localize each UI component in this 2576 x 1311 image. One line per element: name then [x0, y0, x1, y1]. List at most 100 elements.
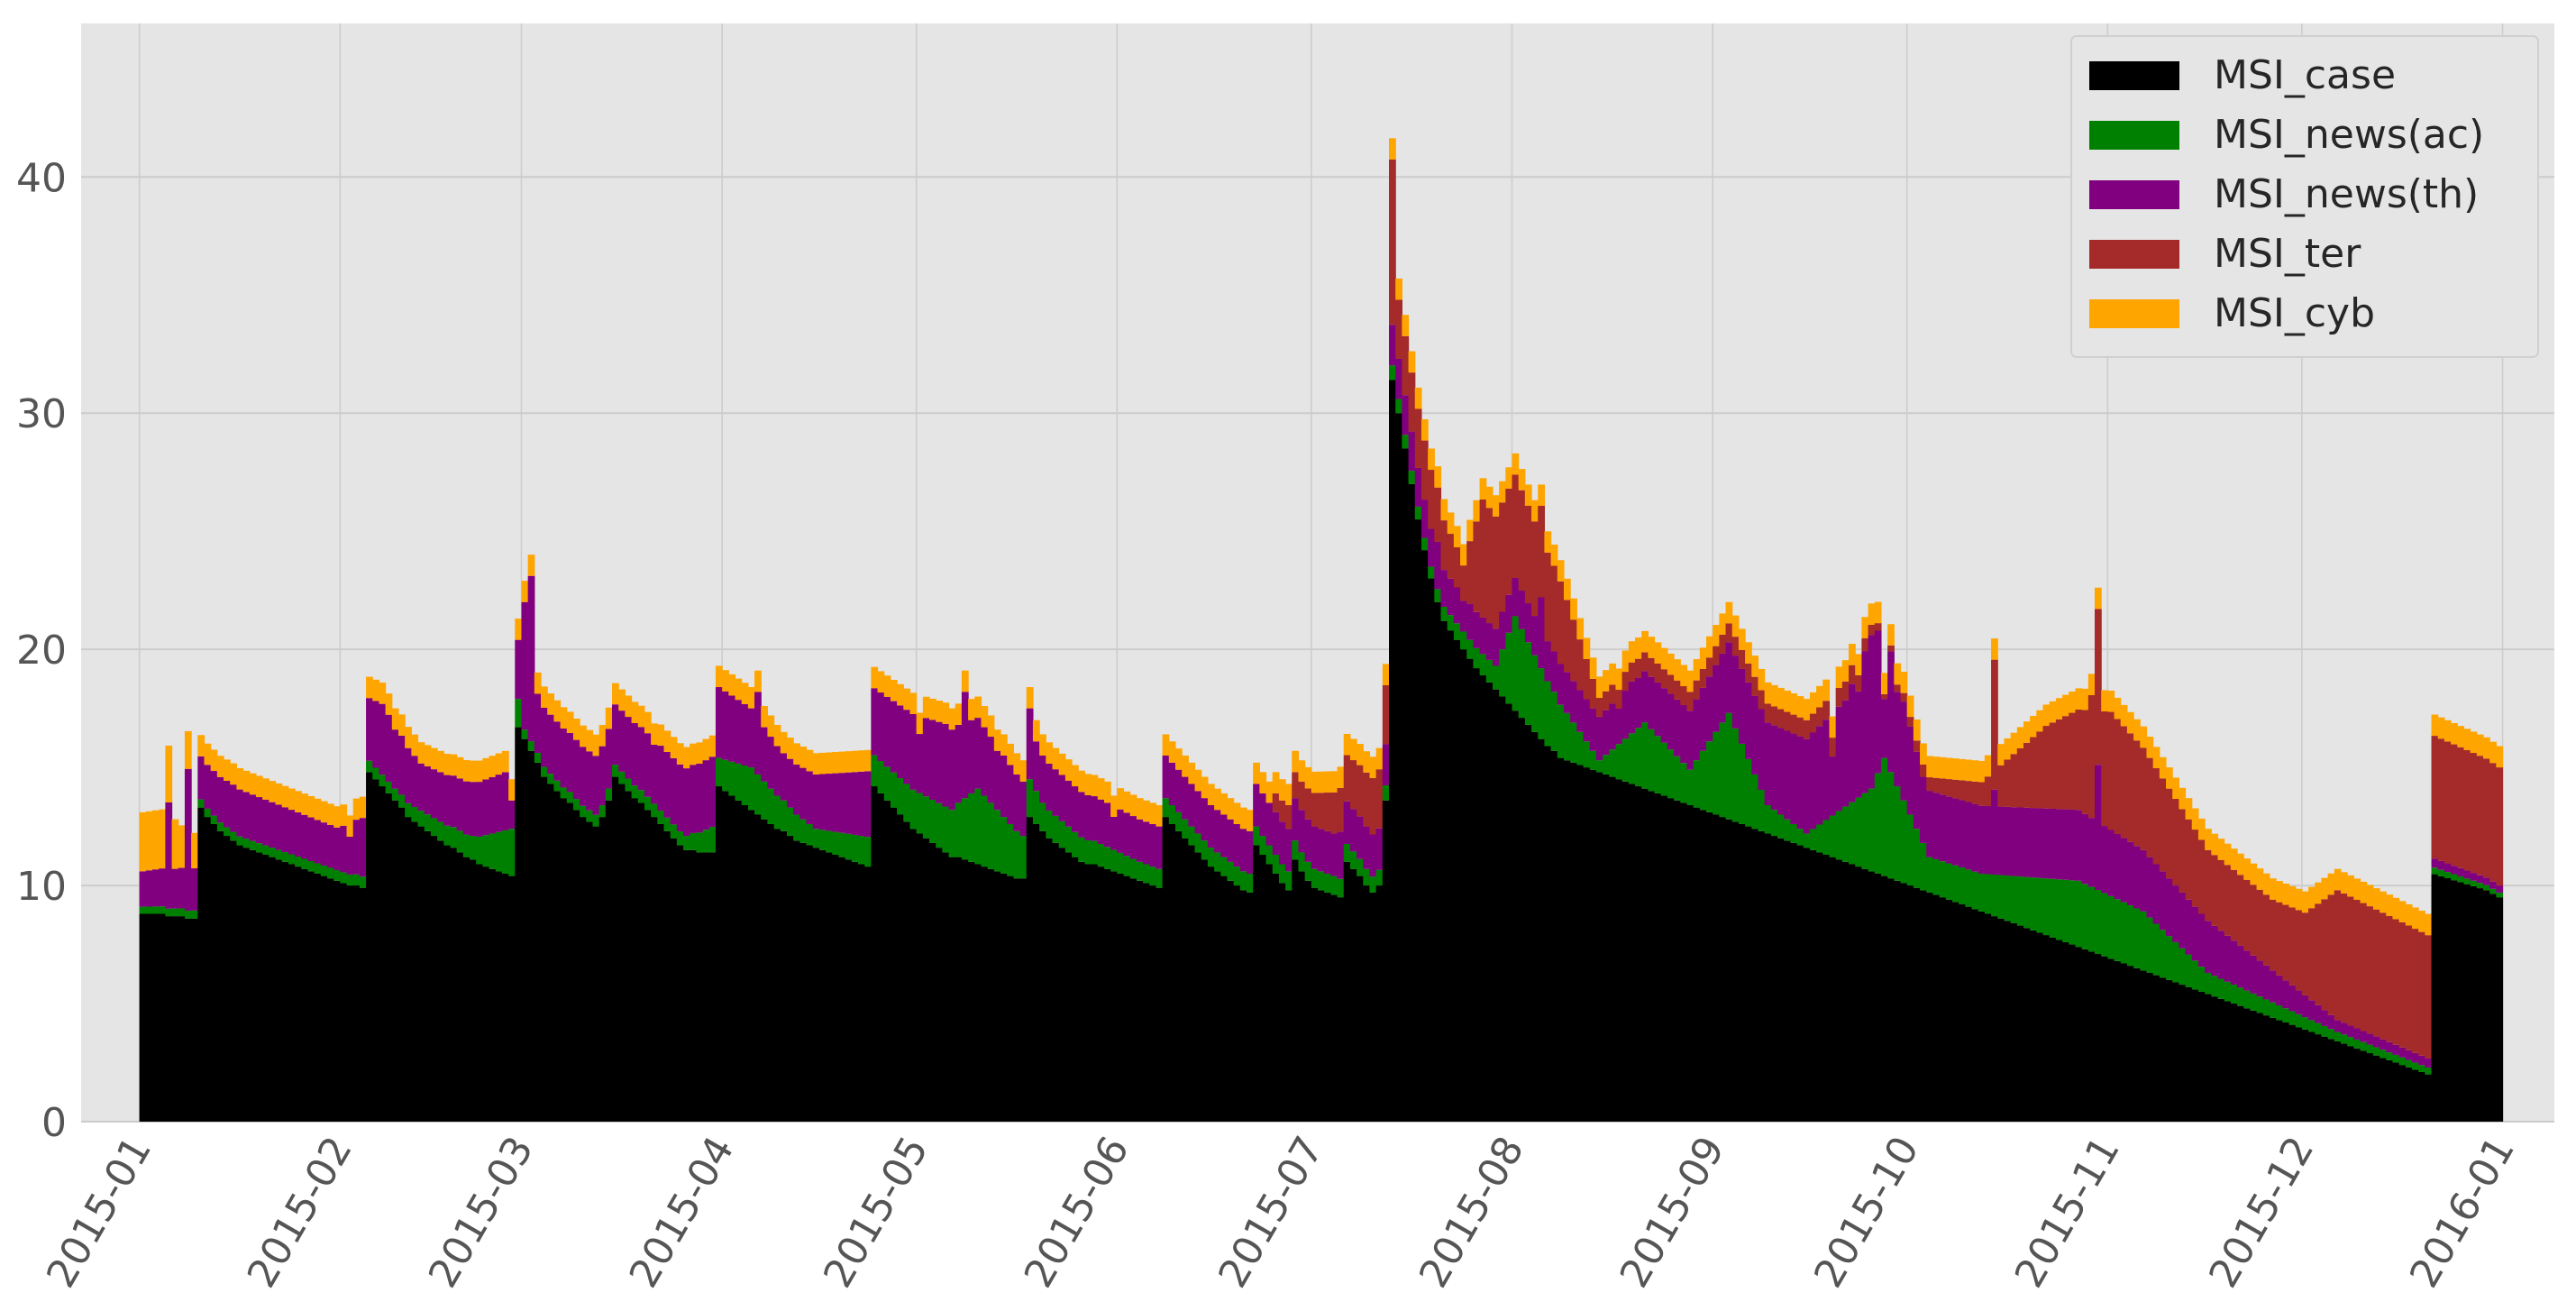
bar-segment-msi-ter [2217, 859, 2225, 931]
bar-segment-msi-news-ac- [1007, 823, 1014, 876]
bar-segment-msi-news-th- [1719, 653, 1727, 723]
bar-segment-msi-case [1751, 829, 1759, 1122]
bar-segment-msi-news-th- [359, 818, 367, 877]
bar-segment-msi-news-th- [1052, 769, 1060, 816]
bar-segment-msi-news-th- [1984, 805, 1992, 875]
bar-segment-msi-ter [1939, 778, 1947, 795]
bar-segment-msi-cyb [1499, 481, 1506, 503]
bar-segment-msi-case [780, 830, 788, 1122]
bar-segment-msi-cyb [1880, 673, 1888, 694]
bar-segment-msi-case [184, 918, 192, 1122]
bar-segment-msi-case [1357, 876, 1364, 1122]
bar-segment-msi-cyb [864, 749, 872, 772]
bar-segment-msi-news-th- [255, 797, 263, 844]
bar-segment-msi-ter [2062, 716, 2069, 810]
bar-segment-msi-case [1194, 852, 1202, 1122]
bar-segment-msi-cyb [314, 798, 322, 821]
bar-segment-msi-case [2172, 982, 2179, 1122]
bar-segment-msi-news-th- [1900, 701, 1908, 801]
bar-segment-msi-cyb [1304, 766, 1312, 789]
bar-segment-msi-case [2140, 970, 2148, 1122]
bar-segment-msi-cyb [1129, 794, 1137, 817]
bar-segment-msi-news-ac- [1078, 837, 1085, 862]
bar-segment-msi-news-th- [2360, 1031, 2368, 1042]
bar-segment-msi-news-th- [527, 575, 535, 742]
bar-segment-msi-news-th- [2269, 970, 2277, 1003]
bar-segment-msi-news-th- [216, 776, 224, 823]
bar-segment-msi-news-ac- [864, 837, 872, 867]
bar-segment-msi-news-th- [1965, 802, 1973, 870]
bar-segment-msi-ter [2191, 830, 2199, 907]
bar-segment-msi-cyb [2179, 787, 2187, 810]
bar-segment-msi-news-ac- [1959, 867, 1966, 905]
bar-segment-msi-news-th- [1357, 816, 1364, 859]
legend-swatch [2089, 180, 2179, 209]
bar-segment-msi-ter [2049, 722, 2057, 810]
bar-segment-msi-cyb [1194, 769, 1202, 792]
bar-segment-msi-news-ac- [754, 774, 762, 815]
bar-segment-msi-cyb [437, 750, 444, 773]
bar-segment-msi-news-ac- [1764, 805, 1772, 834]
bar-segment-msi-news-ac- [2211, 976, 2219, 997]
bar-segment-msi-ter [1758, 690, 1766, 710]
bar-segment-msi-news-th- [2185, 899, 2193, 955]
bar-segment-msi-cyb [993, 729, 1001, 751]
bar-segment-msi-cyb [1434, 466, 1442, 488]
bar-segment-msi-news-ac- [2087, 886, 2096, 952]
bar-segment-msi-news-th- [2398, 1047, 2407, 1058]
bar-segment-msi-cyb [2308, 886, 2316, 909]
bar-segment-msi-news-th- [1609, 703, 1617, 750]
bar-segment-msi-cyb [1686, 670, 1694, 692]
bar-segment-msi-case [1123, 876, 1131, 1122]
bar-segment-msi-news-ac- [942, 806, 950, 853]
bar-segment-msi-cyb [1900, 672, 1908, 693]
bar-segment-msi-cyb [178, 825, 186, 868]
legend-label: MSI_news(th) [2214, 171, 2479, 217]
bar-segment-msi-case [230, 840, 237, 1122]
bar-segment-msi-news-th- [948, 729, 956, 811]
legend: MSI_case MSI_news(ac) MSI_news(th) MSI_t… [2070, 35, 2539, 358]
bar-segment-msi-news-ac- [1298, 852, 1306, 872]
bar-segment-msi-news-th- [1648, 676, 1656, 729]
bar-segment-msi-news-ac- [1026, 779, 1034, 818]
bar-segment-msi-news-ac- [2101, 893, 2108, 957]
bar-segment-msi-ter [1648, 657, 1656, 677]
bar-segment-msi-case [1518, 718, 1526, 1122]
bar-segment-msi-news-th- [2140, 849, 2148, 912]
bar-segment-msi-ter [1414, 408, 1422, 468]
bar-segment-msi-news-ac- [281, 852, 289, 862]
bar-segment-msi-news-ac- [987, 802, 995, 869]
bar-segment-msi-case [2295, 1027, 2303, 1122]
bar-segment-msi-case [269, 857, 277, 1122]
bar-segment-msi-news-ac- [1796, 829, 1804, 846]
bar-segment-msi-news-th- [702, 760, 710, 830]
bar-segment-msi-case [735, 800, 743, 1122]
bar-segment-msi-cyb [346, 815, 354, 837]
bar-segment-msi-cyb [385, 693, 393, 715]
bar-segment-msi-cyb [1233, 802, 1241, 824]
bar-segment-msi-news-th- [2366, 1033, 2374, 1045]
bar-segment-msi-case [1667, 798, 1675, 1122]
bar-segment-msi-cyb [1790, 693, 1798, 715]
bar-segment-msi-news-th- [1428, 528, 1435, 567]
bar-segment-msi-news-th- [572, 739, 580, 800]
bar-segment-msi-case [1641, 788, 1649, 1122]
bar-segment-msi-news-th- [767, 737, 775, 789]
bar-segment-msi-news-th- [210, 771, 218, 816]
bar-segment-msi-news-th- [818, 774, 827, 830]
bar-segment-msi-news-th- [1272, 811, 1280, 856]
legend-label: MSI_news(ac) [2214, 112, 2484, 158]
bar-segment-msi-news-th- [890, 701, 898, 773]
bar-segment-msi-news-th- [372, 701, 380, 768]
bar-segment-msi-ter [1505, 488, 1513, 595]
bar-segment-msi-cyb [1007, 743, 1014, 766]
bar-segment-msi-news-th- [1460, 600, 1467, 632]
bar-segment-msi-cyb [1032, 720, 1040, 742]
bar-segment-msi-cyb [2191, 808, 2199, 830]
bar-segment-msi-news-th- [2482, 877, 2490, 885]
bar-segment-msi-news-ac- [1738, 743, 1746, 824]
bar-segment-msi-case [2230, 1004, 2238, 1122]
bar-segment-msi-case [1227, 880, 1235, 1122]
bar-segment-msi-case [152, 913, 160, 1122]
bar-segment-msi-news-ac- [696, 832, 704, 853]
